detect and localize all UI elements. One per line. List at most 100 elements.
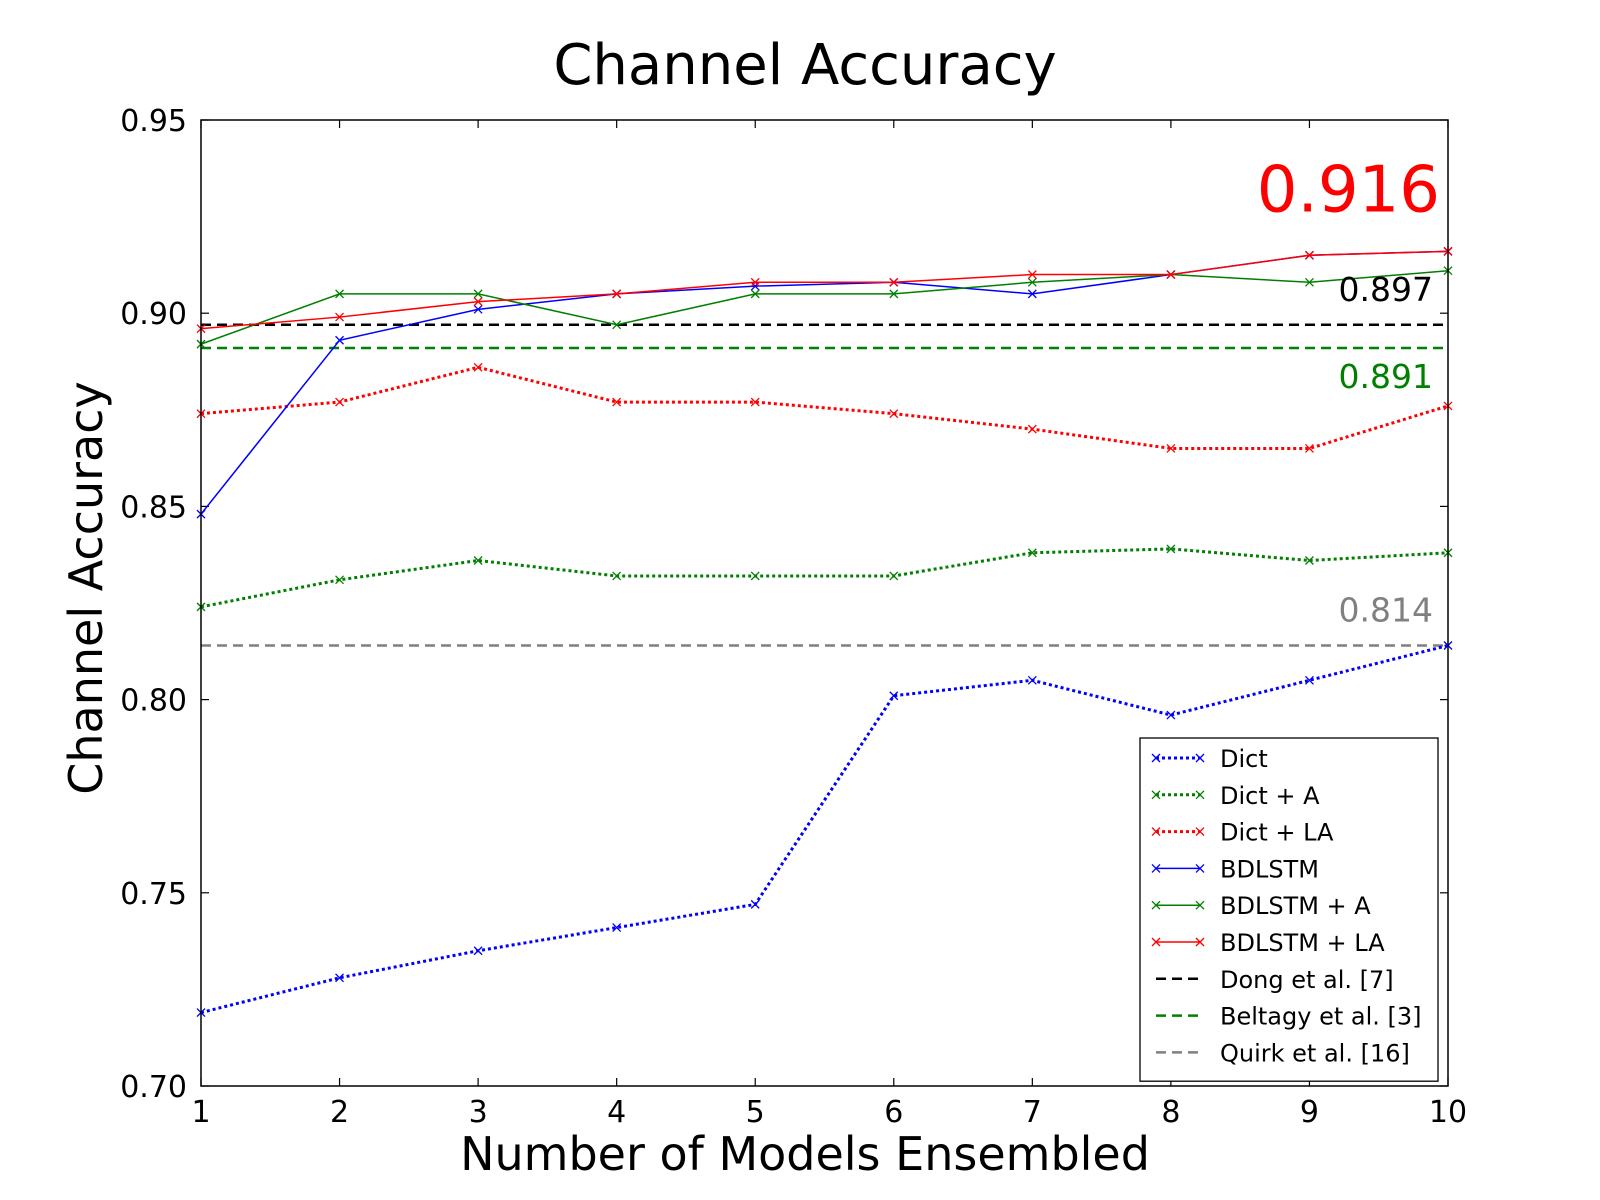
data-point xyxy=(612,397,622,407)
legend-marker xyxy=(1151,790,1161,800)
legend-label: BDLSTM + LA xyxy=(1220,929,1385,957)
legend-label: Dict xyxy=(1220,745,1268,773)
data-point xyxy=(750,571,760,581)
legend-entry: Dict + A xyxy=(1151,782,1320,810)
legend-marker xyxy=(1151,753,1161,763)
legend-label: BDLSTM xyxy=(1220,855,1319,883)
data-point xyxy=(1027,277,1037,287)
legend-entry: Dong et al. [7] xyxy=(1156,966,1394,994)
data-point xyxy=(750,289,760,299)
annotation-label: 0.814 xyxy=(1339,591,1433,630)
data-point xyxy=(1027,270,1037,280)
legend-entry: Dict xyxy=(1151,745,1268,773)
data-point xyxy=(1027,548,1037,558)
series-dict xyxy=(196,641,1453,1018)
legend-label: Dong et al. [7] xyxy=(1220,966,1394,994)
annotation-label: 0.916 xyxy=(1257,153,1440,227)
legend-entry: BDLSTM xyxy=(1151,855,1319,883)
series-line xyxy=(200,644,1449,1015)
data-point xyxy=(750,397,760,407)
y-axis-label: Channel Accuracy xyxy=(59,381,113,794)
x-tick-label: 8 xyxy=(1161,1095,1180,1130)
data-point xyxy=(1166,544,1176,554)
data-point xyxy=(335,973,345,983)
x-tick-label: 4 xyxy=(607,1095,626,1130)
x-tick-label: 5 xyxy=(746,1095,765,1130)
data-point xyxy=(1166,270,1176,280)
x-tick-label: 7 xyxy=(1023,1095,1042,1130)
chart-title: Channel Accuracy xyxy=(553,33,1056,98)
axis-ticks: 1 2 3 4 5 6 7 8 9 10 0.70 0.75 0.80 0.85 0.90 0.95 xyxy=(120,104,1467,1130)
x-tick-label: 2 xyxy=(330,1095,349,1130)
annotation-layer: 0.916 0.897 0.891 0.814 xyxy=(1257,153,1440,629)
annotation-label: 0.891 xyxy=(1339,357,1433,396)
data-point xyxy=(612,571,622,581)
data-point xyxy=(750,899,760,909)
legend-marker xyxy=(1151,827,1161,837)
data-point xyxy=(1304,675,1314,685)
legend-marker xyxy=(1195,753,1205,763)
data-point xyxy=(335,335,345,345)
data-point xyxy=(473,304,483,314)
legend-label: BDLSTM + A xyxy=(1220,892,1371,920)
y-tick-label: 0.80 xyxy=(120,684,187,719)
data-point xyxy=(473,556,483,565)
data-point xyxy=(612,923,622,933)
data-point xyxy=(1166,443,1176,453)
data-point xyxy=(473,289,483,299)
data-point xyxy=(1304,443,1314,453)
data-point xyxy=(1304,556,1314,565)
legend-label: Dict + A xyxy=(1220,782,1320,810)
data-point xyxy=(750,277,760,287)
x-tick-label: 3 xyxy=(469,1095,488,1130)
data-point xyxy=(1027,424,1037,434)
legend-label: Beltagy et al. [3] xyxy=(1220,1003,1422,1031)
series-dict-a xyxy=(196,544,1453,612)
y-tick-label: 0.70 xyxy=(120,1070,187,1105)
legend-marker xyxy=(1195,900,1205,910)
legend-label: Quirk et al. [16] xyxy=(1220,1039,1410,1067)
x-axis-label: Number of Models Ensembled xyxy=(460,1127,1150,1181)
legend-marker xyxy=(1195,863,1205,873)
y-tick-label: 0.95 xyxy=(120,104,187,139)
x-tick-label: 6 xyxy=(884,1095,903,1130)
data-point xyxy=(473,362,483,372)
series-line xyxy=(200,269,1449,345)
plot-frame xyxy=(200,119,1449,1087)
legend-marker xyxy=(1151,900,1161,910)
series-layer xyxy=(196,246,1453,1018)
data-point xyxy=(1166,710,1176,720)
legend-entry: Dict + LA xyxy=(1151,819,1334,847)
y-tick-label: 0.85 xyxy=(120,490,187,525)
data-point xyxy=(612,320,622,330)
data-point xyxy=(889,409,899,419)
data-point xyxy=(335,397,345,407)
data-point xyxy=(889,691,899,701)
legend-marker xyxy=(1151,937,1161,947)
data-point xyxy=(889,289,899,299)
data-point xyxy=(750,281,760,291)
data-point xyxy=(335,289,345,299)
data-point xyxy=(1027,289,1037,299)
legend-marker xyxy=(1195,790,1205,800)
legend-marker xyxy=(1151,863,1161,873)
legend-marker xyxy=(1195,827,1205,837)
y-tick-label: 0.75 xyxy=(120,877,187,912)
data-point xyxy=(1027,675,1037,685)
data-point xyxy=(473,946,483,956)
data-point xyxy=(335,312,345,322)
legend-label: Dict + LA xyxy=(1220,819,1334,847)
series-line xyxy=(200,365,1449,450)
data-point xyxy=(335,575,345,585)
legend-entry: BDLSTM + A xyxy=(1151,892,1371,920)
x-tick-label: 10 xyxy=(1429,1095,1467,1130)
x-tick-label: 1 xyxy=(191,1095,210,1130)
data-point xyxy=(889,571,899,581)
legend-entry: Quirk et al. [16] xyxy=(1156,1039,1410,1067)
y-tick-label: 0.90 xyxy=(120,297,187,332)
data-point xyxy=(1304,250,1314,260)
series-line xyxy=(200,250,1449,330)
data-point xyxy=(473,297,483,307)
legend-box xyxy=(1139,737,1439,1082)
legend-marker xyxy=(1195,937,1205,947)
